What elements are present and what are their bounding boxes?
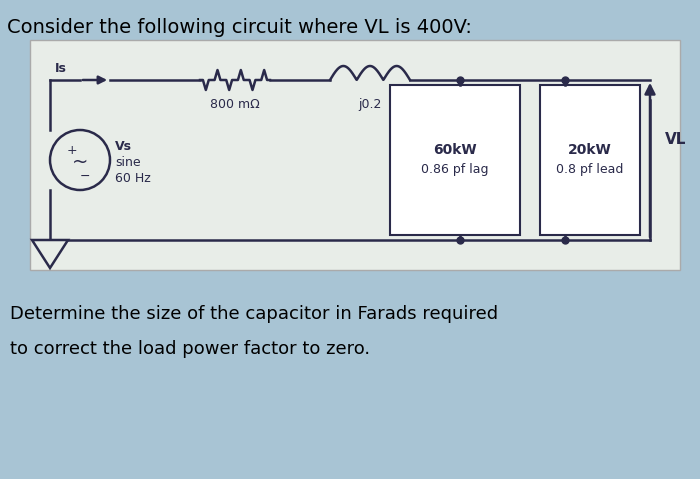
Polygon shape [32, 240, 68, 268]
Text: j0.2: j0.2 [358, 98, 382, 111]
Text: Vs: Vs [115, 139, 132, 152]
Text: +: + [66, 144, 77, 157]
Text: 20kW: 20kW [568, 143, 612, 157]
Text: 60kW: 60kW [433, 143, 477, 157]
Circle shape [50, 130, 110, 190]
Text: to correct the load power factor to zero.: to correct the load power factor to zero… [10, 340, 370, 358]
Bar [30, 40, 680, 270]
Text: Is: Is [55, 61, 67, 75]
Text: 800 mΩ: 800 mΩ [210, 98, 260, 111]
Text: −: − [80, 170, 90, 182]
Text: sine: sine [115, 156, 141, 169]
Text: 0.86 pf lag: 0.86 pf lag [421, 163, 489, 176]
Text: ~: ~ [72, 152, 88, 171]
Text: VL: VL [665, 133, 687, 148]
Text: Determine the size of the capacitor in Farads required: Determine the size of the capacitor in F… [10, 305, 498, 323]
Text: 0.8 pf lead: 0.8 pf lead [556, 163, 624, 176]
Text: 60 Hz: 60 Hz [115, 171, 150, 184]
Bar [540, 85, 640, 235]
Text: Consider the following circuit where VL is 400V:: Consider the following circuit where VL … [7, 18, 472, 37]
Bar [390, 85, 520, 235]
